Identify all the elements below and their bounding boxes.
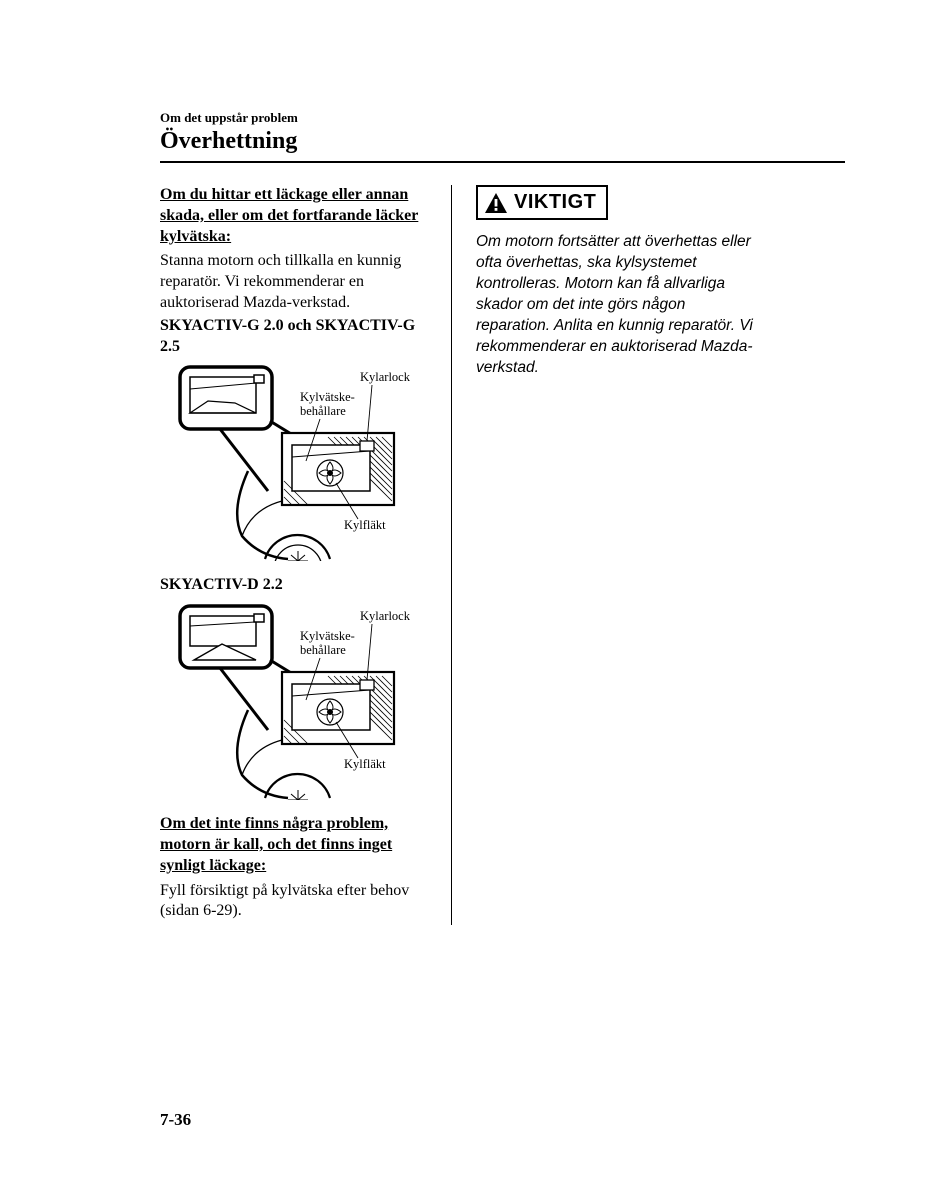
warning-triangle-icon bbox=[484, 192, 508, 214]
para-leak: Stanna motorn och tillkalla en kunnig re… bbox=[160, 251, 435, 313]
header-divider bbox=[160, 161, 845, 163]
engine-bay-icon bbox=[282, 433, 394, 505]
diagram-inset-icon bbox=[180, 606, 272, 668]
breadcrumb: Om det uppstår problem bbox=[160, 110, 845, 126]
engine-label-d: SKYACTIV-D 2.2 bbox=[160, 575, 435, 596]
diagram-label-reservoir-1: Kylvätske- bbox=[300, 390, 355, 404]
important-callout: VIKTIGT bbox=[476, 185, 608, 220]
engine-diagram-d: Kylarlock Kylvätske- behållare Kylfläkt bbox=[160, 600, 415, 800]
diagram-label-cap: Kylarlock bbox=[360, 609, 411, 623]
callout-label: VIKTIGT bbox=[514, 191, 596, 214]
section-title: Överhettning bbox=[160, 128, 845, 155]
right-column: VIKTIGT Om motorn fortsätter att överhet… bbox=[458, 185, 753, 925]
diagram-label-reservoir-2: behållare bbox=[300, 643, 346, 657]
callout-body: Om motorn fortsätter att överhettas elle… bbox=[476, 232, 753, 378]
page-number: 7-36 bbox=[160, 1110, 191, 1130]
para-noproblem: Fyll försiktigt på kylvätska efter behov… bbox=[160, 881, 435, 923]
diagram-label-cap: Kylarlock bbox=[360, 370, 411, 384]
page: Om det uppstår problem Överhettning Om d… bbox=[0, 0, 925, 1200]
diagram-label-reservoir-2: behållare bbox=[300, 404, 346, 418]
content-columns: Om du hittar ett läckage eller annan ska… bbox=[160, 185, 845, 925]
diagram-label-reservoir-1: Kylvätske- bbox=[300, 629, 355, 643]
left-column: Om du hittar ett läckage eller annan ska… bbox=[160, 185, 445, 925]
subhead-noproblem: Om det inte finns några problem, motorn … bbox=[160, 814, 435, 876]
subhead-leak: Om du hittar ett läckage eller annan ska… bbox=[160, 185, 435, 247]
engine-bay-icon bbox=[282, 672, 394, 744]
diagram-label-fan: Kylfläkt bbox=[344, 757, 386, 771]
diagram-label-fan: Kylfläkt bbox=[344, 518, 386, 532]
column-divider bbox=[451, 185, 452, 925]
diagram-inset-icon bbox=[180, 367, 272, 429]
engine-diagram-g: Kylarlock Kylvätske- behållare Kylfläkt bbox=[160, 361, 415, 561]
engine-label-g: SKYACTIV-G 2.0 och SKYACTIV-G 2.5 bbox=[160, 316, 435, 358]
page-header: Om det uppstår problem Överhettning bbox=[160, 110, 845, 155]
